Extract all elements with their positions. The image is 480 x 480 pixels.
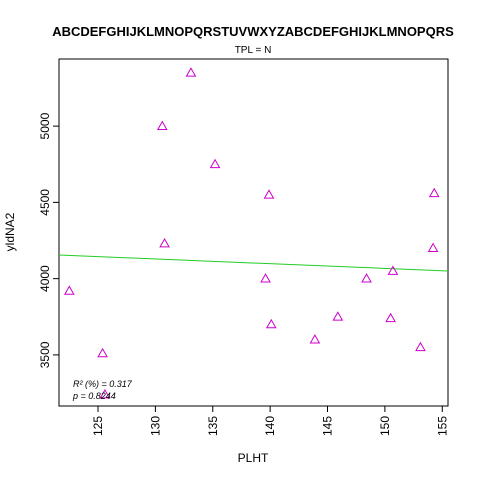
data-point-16 <box>427 242 439 253</box>
x-tick-label-125: 125 <box>91 416 105 436</box>
plot-frame <box>58 58 449 407</box>
y-tick-label-3500: 3500 <box>38 341 52 368</box>
y-tick-label-4500: 4500 <box>38 189 52 216</box>
data-point-8 <box>263 189 275 199</box>
x-tick-label-130: 130 <box>148 416 162 436</box>
data-point-1 <box>97 347 108 358</box>
regression-fit-line <box>58 254 449 272</box>
y-axis-label: yldNA2 <box>3 212 17 251</box>
p-value-annotation: p = 0.8244 <box>72 391 116 401</box>
data-point-9 <box>265 318 277 329</box>
chart-subtitle: TPL = N <box>235 45 272 56</box>
data-point-2 <box>99 389 111 399</box>
data-point-5 <box>185 67 197 77</box>
x-axis-label: PLHT <box>238 451 269 465</box>
data-point-7 <box>260 273 271 283</box>
data-point-4 <box>159 238 170 248</box>
data-point-12 <box>361 273 372 283</box>
data-point-10 <box>309 334 321 344</box>
data-point-13 <box>385 312 396 323</box>
chart-title: ABCDEFGHIJKLMNOPQRSTUVWXYZABCDEFGHIJKLMN… <box>52 24 454 39</box>
x-tick-label-150: 150 <box>378 416 392 436</box>
data-point-15 <box>415 341 426 352</box>
data-point-6 <box>209 158 221 169</box>
x-tick-label-140: 140 <box>263 416 277 436</box>
data-point-0 <box>63 285 75 295</box>
r2-annotation: R² (%) = 0.317 <box>73 379 133 389</box>
x-tick-label-145: 145 <box>321 416 335 436</box>
x-tick-label-135: 135 <box>206 416 220 436</box>
y-tick-label-4000: 4000 <box>38 265 52 292</box>
y-tick-label-5000: 5000 <box>38 112 52 139</box>
data-point-3 <box>156 120 168 130</box>
data-point-17 <box>428 187 440 198</box>
x-tick-label-155: 155 <box>435 416 449 436</box>
data-point-11 <box>332 311 344 321</box>
data-point-14 <box>387 265 399 275</box>
